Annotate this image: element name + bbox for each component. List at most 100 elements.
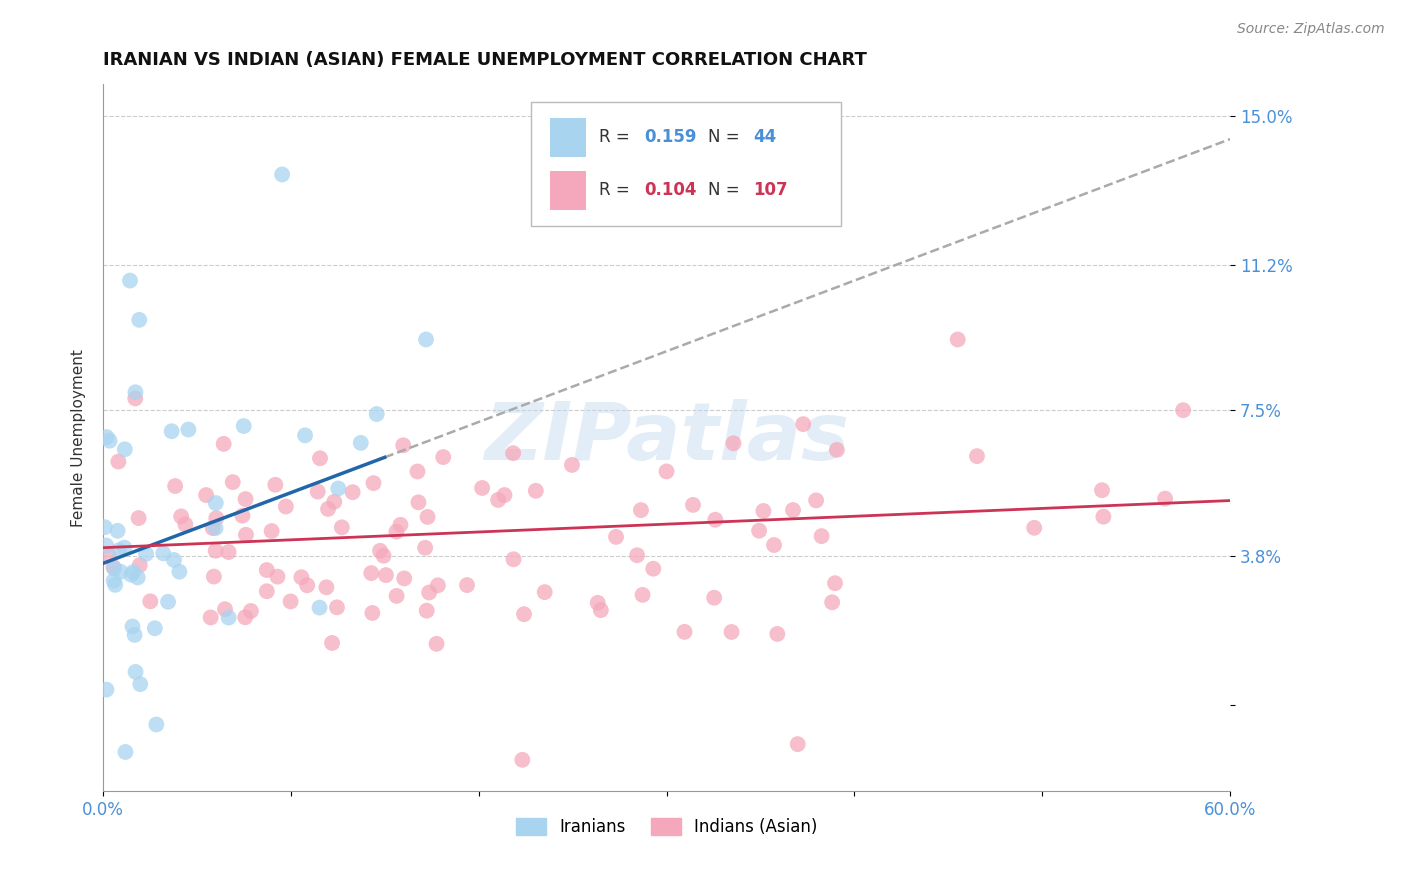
Point (118, 274, 141, 288)
FancyBboxPatch shape (550, 170, 586, 210)
Legend: Iranians, Indians (Asian): Iranians, Indians (Asian) (509, 812, 824, 843)
Text: 0.104: 0.104 (644, 181, 696, 199)
Point (204, 543, 226, 558)
Point (512, 753, 534, 767)
Point (218, 610, 240, 624)
Point (163, 553, 186, 567)
Point (120, 567, 142, 582)
Text: 44: 44 (754, 128, 776, 146)
Point (128, 511, 150, 525)
Point (605, 530, 627, 544)
Point (425, 637, 447, 651)
Point (415, 604, 437, 618)
Point (174, 517, 197, 532)
Point (260, 524, 283, 538)
Point (631, 588, 654, 602)
Point (704, 513, 727, 527)
Point (129, 677, 152, 691)
Text: ZIPatlas: ZIPatlas (484, 399, 849, 476)
Point (204, 496, 226, 510)
Point (416, 510, 439, 524)
Point (763, 538, 786, 552)
Point (766, 627, 789, 641)
Point (108, 543, 131, 558)
Point (124, 665, 146, 679)
Point (413, 541, 436, 555)
Point (94, 520, 117, 534)
Point (682, 498, 704, 512)
Point (316, 502, 339, 516)
Point (107, 454, 129, 468)
Point (165, 479, 187, 493)
Point (720, 624, 742, 639)
Point (274, 500, 297, 514)
Point (502, 446, 524, 460)
Point (96, 430, 118, 444)
Point (232, 419, 254, 434)
Point (589, 603, 612, 617)
Point (432, 450, 454, 464)
Point (471, 481, 494, 495)
Point (342, 485, 364, 500)
Point (103, 574, 125, 588)
Text: N =: N = (709, 181, 745, 199)
FancyBboxPatch shape (531, 102, 841, 226)
Point (135, 547, 157, 561)
Point (143, 621, 166, 635)
Text: R =: R = (599, 181, 636, 199)
Point (231, 508, 253, 523)
Point (513, 607, 536, 622)
Point (103, 560, 125, 574)
Point (533, 585, 555, 599)
Point (145, 717, 167, 731)
Point (170, 509, 193, 524)
Text: 107: 107 (754, 181, 787, 199)
Point (214, 602, 236, 616)
Point (350, 435, 373, 450)
Point (169, 565, 191, 579)
Point (408, 495, 430, 509)
Point (426, 578, 449, 592)
Point (1092, 509, 1115, 524)
Point (121, 619, 143, 633)
Point (821, 595, 844, 609)
Point (122, 565, 145, 579)
Point (98, 549, 121, 563)
Point (235, 527, 257, 541)
Point (323, 495, 346, 509)
Point (366, 407, 388, 421)
Point (673, 624, 696, 639)
Point (94, 538, 117, 552)
Point (502, 552, 524, 566)
Point (103, 561, 125, 575)
Point (218, 545, 240, 559)
Point (360, 566, 382, 581)
FancyBboxPatch shape (550, 118, 586, 157)
Point (363, 476, 385, 491)
Point (114, 442, 136, 457)
Point (222, 475, 245, 489)
Point (152, 546, 174, 560)
Point (205, 511, 228, 525)
Point (308, 600, 330, 615)
Point (128, 313, 150, 327)
Point (373, 549, 395, 563)
Point (786, 737, 808, 751)
Point (392, 438, 415, 452)
Point (1154, 491, 1177, 506)
Point (124, 385, 146, 400)
Point (456, 578, 478, 592)
Point (752, 504, 775, 518)
Point (361, 606, 384, 620)
Point (385, 589, 408, 603)
Point (271, 168, 294, 182)
Point (946, 333, 969, 347)
Point (266, 569, 288, 583)
Text: IRANIAN VS INDIAN (ASIAN) FEMALE UNEMPLOYMENT CORRELATION CHART: IRANIAN VS INDIAN (ASIAN) FEMALE UNEMPLO… (103, 51, 866, 69)
Point (107, 524, 129, 538)
Point (297, 578, 319, 592)
Point (524, 483, 547, 498)
Point (966, 449, 988, 463)
Point (703, 591, 725, 605)
Point (235, 492, 257, 507)
